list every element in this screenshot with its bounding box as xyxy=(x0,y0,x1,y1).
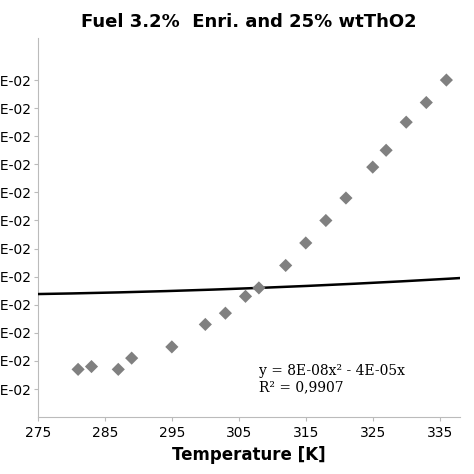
Point xyxy=(115,365,122,373)
Point xyxy=(88,363,95,370)
Title: Fuel 3.2%  Enri. and 25% wtThO2: Fuel 3.2% Enri. and 25% wtThO2 xyxy=(81,13,417,31)
Point xyxy=(443,76,450,84)
Point xyxy=(383,146,390,154)
Point xyxy=(369,164,376,171)
Point xyxy=(322,217,329,224)
Text: y = 8E-08x² - 4E-05x
R² = 0,9907: y = 8E-08x² - 4E-05x R² = 0,9907 xyxy=(259,365,405,395)
Point xyxy=(422,99,430,106)
Point xyxy=(128,355,136,362)
X-axis label: Temperature [K]: Temperature [K] xyxy=(172,446,326,464)
Point xyxy=(222,310,229,317)
Point xyxy=(302,239,310,247)
Point xyxy=(402,118,410,126)
Point xyxy=(342,194,350,202)
Point xyxy=(242,292,249,300)
Point xyxy=(255,284,263,292)
Point xyxy=(168,343,176,351)
Point xyxy=(282,262,290,269)
Point xyxy=(201,320,209,328)
Point xyxy=(74,365,82,373)
